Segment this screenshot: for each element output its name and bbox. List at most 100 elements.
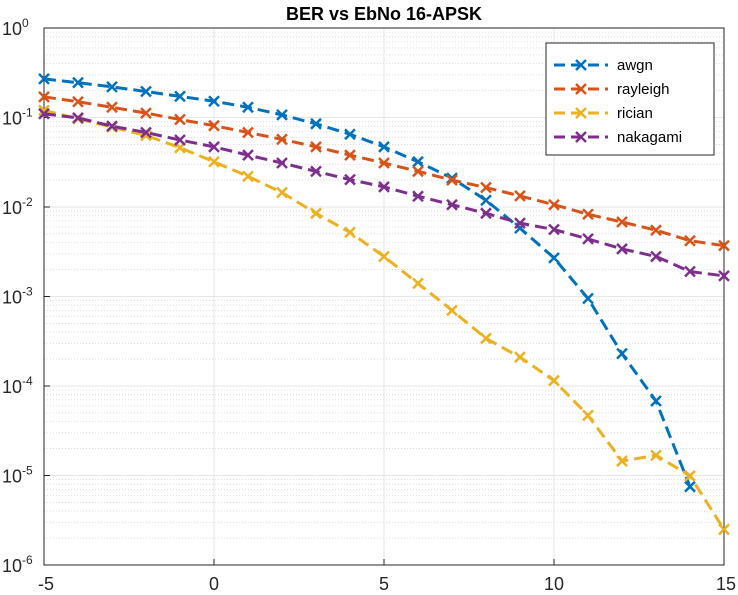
data-point-nakagami [446, 198, 458, 211]
x-tick-label: 0 [209, 574, 219, 594]
legend-item-nakagami: nakagami [554, 129, 682, 146]
data-point-rician [514, 351, 526, 364]
data-point-rician [208, 155, 220, 168]
data-point-rician [412, 277, 424, 290]
y-tick-label: 10-5 [2, 464, 33, 487]
data-point-nakagami [480, 207, 492, 220]
data-point-rician [616, 455, 628, 467]
data-point-rayleigh [174, 113, 186, 126]
data-point-nakagami [582, 233, 594, 245]
data-point-nakagami [378, 180, 390, 193]
data-point-nakagami [650, 250, 662, 263]
data-point-rician [582, 409, 594, 422]
data-point-rayleigh [616, 216, 628, 228]
data-point-rayleigh [548, 198, 560, 211]
data-point-rayleigh [72, 95, 84, 108]
data-point-rayleigh [106, 101, 118, 114]
data-point-rayleigh [276, 133, 288, 146]
data-point-nakagami [344, 173, 356, 186]
data-point-awgn [310, 117, 322, 130]
legend-item-rician: rician [554, 105, 653, 122]
data-point-rayleigh [582, 208, 594, 221]
x-tick-label: -5 [38, 574, 54, 594]
data-point-awgn [276, 108, 288, 121]
data-point-awgn [242, 101, 254, 114]
y-tick-label: 10-2 [2, 195, 33, 218]
y-axis: 10-6 10-5 10-4 10-3 10-2 10-1 100 [2, 16, 50, 576]
data-point-nakagami [514, 217, 526, 230]
legend-label: rician [617, 105, 653, 122]
data-point-nakagami [412, 190, 424, 203]
data-point-rician [446, 304, 458, 317]
data-point-awgn [72, 76, 84, 89]
data-point-nakagami [616, 243, 628, 255]
series-group [38, 73, 730, 536]
legend-item-rayleigh: rayleigh [554, 81, 670, 98]
data-point-rician [684, 470, 696, 482]
series-rayleigh [38, 90, 730, 252]
legend-box [545, 42, 715, 156]
data-point-awgn [378, 140, 390, 153]
legend-item-awgn: awgn [554, 57, 653, 74]
data-point-nakagami [140, 126, 152, 139]
legend-marker [575, 83, 587, 95]
data-point-awgn [616, 347, 628, 360]
data-point-nakagami [106, 120, 118, 133]
data-point-awgn [174, 90, 186, 103]
data-point-rayleigh [684, 234, 696, 247]
data-point-awgn [344, 128, 356, 141]
data-point-rayleigh [514, 190, 526, 202]
data-point-nakagami [38, 107, 50, 120]
data-point-rayleigh [412, 165, 424, 178]
data-point-nakagami [548, 223, 560, 236]
data-point-awgn [140, 85, 152, 98]
legend-marker [575, 59, 587, 71]
x-tick-label: 5 [379, 574, 389, 594]
data-point-rician [378, 250, 390, 263]
data-point-rayleigh [38, 90, 50, 103]
y-tick-label: 10-4 [2, 374, 33, 397]
legend-marker [575, 131, 587, 143]
data-point-nakagami [276, 157, 288, 169]
data-point-nakagami [684, 265, 696, 278]
x-tick-label: 15 [716, 574, 736, 594]
data-point-rayleigh [480, 181, 492, 194]
data-point-rayleigh [718, 239, 730, 252]
legend-label: rayleigh [617, 81, 670, 98]
legend-label: awgn [617, 57, 653, 74]
y-tick-label: 10-1 [2, 106, 33, 129]
data-point-rician [276, 186, 288, 199]
x-tick-label: 10 [544, 574, 564, 594]
data-point-nakagami [310, 165, 322, 178]
legend-label: nakagami [617, 129, 682, 146]
data-point-rician [650, 449, 662, 462]
data-point-awgn [208, 95, 220, 108]
data-point-nakagami [208, 140, 220, 153]
data-point-rayleigh [446, 174, 458, 186]
data-point-rician [242, 170, 254, 183]
series-line-awgn [43, 77, 692, 488]
data-point-awgn [412, 155, 424, 168]
data-point-awgn [480, 194, 492, 207]
series-awgn [38, 73, 696, 493]
data-point-rayleigh [242, 126, 254, 139]
data-point-awgn [684, 480, 696, 493]
data-point-rician [548, 374, 560, 387]
data-point-rician [480, 332, 492, 345]
data-point-nakagami [242, 149, 254, 161]
series-line-rician [43, 108, 726, 531]
legend-marker [575, 107, 587, 119]
data-point-awgn [582, 292, 594, 305]
data-point-rayleigh [140, 107, 152, 119]
data-point-rician [310, 207, 322, 220]
data-point-awgn [38, 73, 50, 85]
series-nakagami [38, 107, 730, 282]
data-point-nakagami [72, 112, 84, 124]
data-point-awgn [106, 80, 118, 93]
data-point-awgn [650, 395, 662, 407]
legend: awgn rayleigh rician nakagami [545, 42, 715, 156]
data-point-nakagami [174, 134, 186, 146]
y-tick-label: 10-6 [2, 553, 33, 576]
data-point-rayleigh [208, 119, 220, 132]
